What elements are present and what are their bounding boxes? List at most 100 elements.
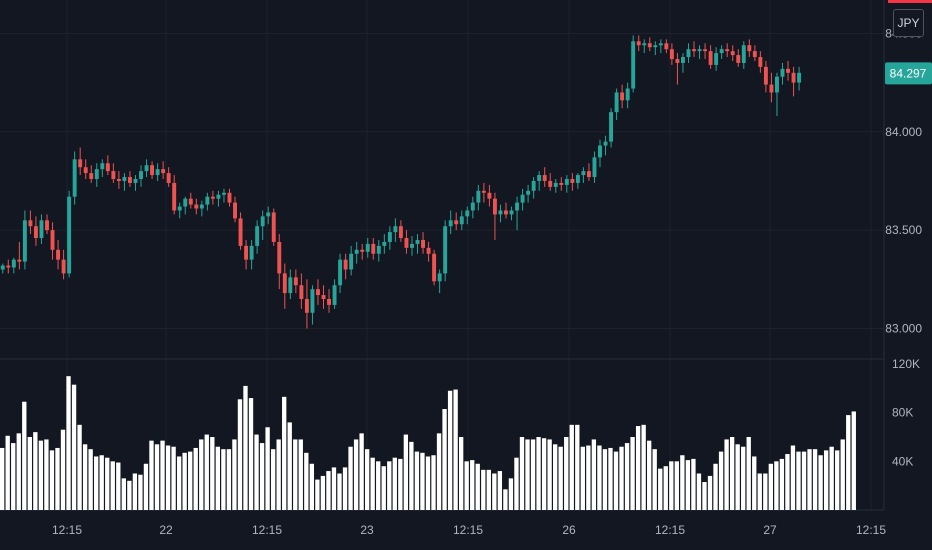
candle bbox=[526, 184, 531, 203]
candle bbox=[338, 253, 343, 294]
candle-body bbox=[398, 226, 403, 239]
candle-body bbox=[426, 247, 431, 254]
volume-bar bbox=[691, 458, 696, 510]
candle-body bbox=[50, 230, 55, 250]
volume-bar bbox=[116, 462, 121, 510]
candle bbox=[349, 245, 354, 276]
volume-bar bbox=[519, 437, 525, 510]
candle-body bbox=[526, 190, 531, 195]
volume-bar bbox=[829, 446, 834, 510]
candle-body bbox=[752, 51, 757, 58]
candle bbox=[741, 41, 746, 69]
volume-bar bbox=[237, 399, 243, 510]
candle bbox=[703, 43, 708, 60]
volume-bar bbox=[641, 424, 646, 510]
candle bbox=[11, 257, 16, 274]
volume-bar bbox=[530, 439, 536, 510]
candle bbox=[642, 39, 647, 54]
volume-bar bbox=[193, 447, 198, 510]
candle-body bbox=[775, 76, 779, 93]
candle bbox=[45, 214, 49, 235]
candle-body bbox=[686, 49, 691, 58]
candle-body bbox=[520, 194, 525, 203]
volume-bar bbox=[846, 415, 851, 510]
volume-bar bbox=[94, 456, 99, 510]
candle-body bbox=[581, 171, 586, 176]
candle bbox=[797, 66, 802, 91]
candle bbox=[111, 163, 116, 183]
volume-bar bbox=[840, 439, 845, 510]
candle-body bbox=[564, 179, 569, 185]
volume-axis[interactable]: 40K 80K 120K bbox=[892, 357, 920, 468]
volume-bar bbox=[414, 451, 420, 510]
candle bbox=[6, 259, 11, 274]
time-tick-label: 23 bbox=[360, 523, 374, 537]
candle-body bbox=[354, 249, 359, 254]
candle bbox=[736, 49, 741, 67]
candle-body bbox=[188, 198, 193, 205]
candle bbox=[222, 188, 226, 203]
candle bbox=[100, 159, 105, 178]
candle bbox=[398, 220, 403, 242]
volume-bar bbox=[199, 439, 204, 510]
candle bbox=[559, 177, 564, 191]
candle bbox=[83, 159, 88, 179]
candle bbox=[194, 198, 199, 215]
candle-body bbox=[177, 206, 182, 211]
volume-bar bbox=[425, 456, 431, 510]
candle-body bbox=[277, 241, 282, 274]
candle bbox=[116, 171, 121, 189]
last-price-background bbox=[885, 62, 932, 85]
candle-body bbox=[797, 72, 802, 83]
candle bbox=[625, 82, 630, 109]
candle-body bbox=[592, 157, 597, 178]
candle-body bbox=[304, 298, 309, 313]
candle-body bbox=[144, 165, 149, 172]
volume-bar bbox=[790, 445, 796, 510]
volume-bar bbox=[464, 461, 469, 510]
volume-bar bbox=[77, 424, 82, 510]
candle-body bbox=[199, 204, 204, 209]
volume-bar bbox=[364, 449, 370, 510]
candle bbox=[17, 241, 22, 270]
candle-body bbox=[531, 180, 536, 191]
candle bbox=[0, 263, 5, 274]
candle bbox=[697, 45, 702, 60]
candle bbox=[658, 39, 663, 54]
candle-body bbox=[332, 285, 337, 305]
candle-body bbox=[155, 169, 160, 176]
volume-bar bbox=[326, 471, 331, 510]
candle bbox=[387, 226, 392, 250]
volume-bar bbox=[348, 446, 353, 510]
candle-body bbox=[255, 226, 260, 246]
candle bbox=[227, 188, 232, 207]
volume-bar bbox=[221, 449, 226, 510]
candle-body bbox=[260, 216, 265, 227]
currency-button[interactable]: JPY bbox=[893, 9, 924, 37]
candle-body bbox=[725, 49, 730, 52]
candle bbox=[94, 163, 99, 187]
candle bbox=[531, 177, 536, 199]
candle-body bbox=[708, 51, 713, 65]
volume-bar bbox=[514, 457, 519, 510]
volume-bar bbox=[298, 439, 303, 510]
volume-bar bbox=[735, 444, 740, 510]
volume-bar bbox=[624, 443, 630, 510]
candle-body bbox=[542, 175, 547, 181]
candle-body bbox=[111, 171, 116, 179]
time-axis[interactable]: 12:15 22 12:15 23 12:15 26 12:15 27 12:15 bbox=[52, 523, 886, 537]
volume-bar bbox=[746, 437, 751, 510]
candle bbox=[105, 155, 110, 176]
candle bbox=[515, 196, 520, 231]
candle-body bbox=[481, 190, 486, 193]
candle bbox=[260, 210, 265, 240]
volume-bar bbox=[586, 445, 591, 510]
candle bbox=[653, 41, 658, 56]
candle bbox=[161, 161, 166, 179]
candle bbox=[509, 206, 514, 221]
candle-body bbox=[282, 273, 287, 294]
candle bbox=[293, 269, 298, 294]
candle bbox=[487, 184, 492, 207]
candle-body bbox=[620, 92, 625, 101]
